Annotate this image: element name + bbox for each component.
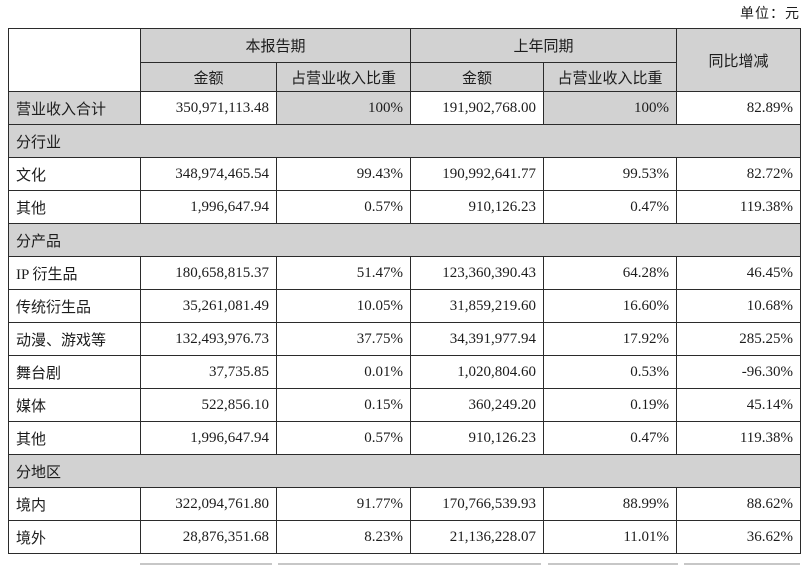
cell-prior-pct: 64.28% bbox=[543, 256, 678, 290]
cell-current-amount: 522,856.10 bbox=[140, 388, 277, 422]
cell-prior-pct: 17.92% bbox=[543, 322, 678, 356]
cell-current-pct: 0.57% bbox=[275, 190, 412, 224]
cell-current-pct: 37.75% bbox=[275, 322, 412, 356]
header-prior-period: 上年同期 bbox=[410, 28, 678, 63]
cell-yoy-change: 88.62% bbox=[676, 487, 802, 521]
table-row: 传统衍生品 35,261,081.49 10.05% 31,859,219.60 16.… bbox=[8, 289, 802, 323]
cropped-next-row-border bbox=[8, 563, 800, 565]
cell-prior-amount: 910,126.23 bbox=[410, 421, 545, 455]
table-row: 动漫、游戏等 132,493,976.73 37.75% 34,391,977.94 1… bbox=[8, 322, 802, 356]
cell-current-amount: 132,493,976.73 bbox=[140, 322, 277, 356]
cell-prior-pct: 16.60% bbox=[543, 289, 678, 323]
section-row: 分行业 bbox=[7, 124, 802, 158]
table-row: 其他 1,996,647.94 0.57% 910,126.23 0.47% 119.38… bbox=[8, 421, 802, 455]
section-label: 分地区 bbox=[7, 454, 802, 488]
cell-yoy-change: 46.45% bbox=[676, 256, 802, 290]
cell-prior-amount: 34,391,977.94 bbox=[410, 322, 545, 356]
cell-row-label: 境内 bbox=[8, 487, 141, 521]
table-row: 境内 322,094,761.80 91.77% 170,766,539.93 88.9… bbox=[8, 487, 802, 521]
cell-current-amount: 1,996,647.94 bbox=[140, 190, 277, 224]
cell-yoy-change: -96.30% bbox=[676, 355, 802, 389]
header-current-period: 本报告期 bbox=[139, 28, 412, 63]
cell-prior-amount: 1,020,804.60 bbox=[410, 355, 545, 389]
cell-yoy-change: 82.72% bbox=[676, 157, 802, 191]
cell-prior-pct: 0.47% bbox=[543, 190, 678, 224]
cell-current-pct: 91.77% bbox=[275, 487, 412, 521]
table-row: 舞台剧 37,735.85 0.01% 1,020,804.60 0.53% -96.30… bbox=[8, 355, 802, 389]
cell-row-label: 境外 bbox=[8, 520, 141, 554]
cell-current-amount: 180,658,815.37 bbox=[140, 256, 277, 290]
cell-row-label: 动漫、游戏等 bbox=[8, 322, 141, 356]
cell-current-pct: 51.47% bbox=[275, 256, 412, 290]
cell-yoy-change: 10.68% bbox=[676, 289, 802, 323]
cell-current-amount: 348,974,465.54 bbox=[140, 157, 277, 191]
header-pct-prior: 占营业收入比重 bbox=[543, 62, 678, 92]
section-label: 分行业 bbox=[7, 124, 802, 158]
cell-row-label: 文化 bbox=[8, 157, 141, 191]
cell-prior-pct: 100% bbox=[543, 91, 678, 125]
unit-label: 单位：元 bbox=[740, 7, 800, 22]
cell-prior-amount: 191,902,768.00 bbox=[410, 91, 545, 125]
cell-current-pct: 0.57% bbox=[275, 421, 412, 455]
revenue-breakdown-table: 本报告期 上年同期 同比增减 金额 占营业收入比重 金额 占营业收入比重 营业收… bbox=[7, 28, 802, 554]
cell-row-label: 传统衍生品 bbox=[8, 289, 141, 323]
cell-yoy-change: 82.89% bbox=[676, 91, 802, 125]
table-row: 境外 28,876,351.68 8.23% 21,136,228.07 11.01% 3… bbox=[8, 520, 802, 554]
cell-yoy-change: 119.38% bbox=[676, 421, 802, 455]
cell-current-amount: 35,261,081.49 bbox=[140, 289, 277, 323]
cell-current-amount: 28,876,351.68 bbox=[140, 520, 277, 554]
cell-current-pct: 10.05% bbox=[275, 289, 412, 323]
cell-yoy-change: 285.25% bbox=[676, 322, 802, 356]
cell-yoy-change: 119.38% bbox=[676, 190, 802, 224]
header-row-measures: 金额 占营业收入比重 金额 占营业收入比重 bbox=[9, 62, 801, 92]
cell-prior-pct: 88.99% bbox=[543, 487, 678, 521]
cell-prior-amount: 360,249.20 bbox=[410, 388, 545, 422]
cell-prior-pct: 11.01% bbox=[543, 520, 678, 554]
cell-prior-pct: 0.53% bbox=[543, 355, 678, 389]
cell-prior-amount: 190,992,641.77 bbox=[410, 157, 545, 191]
table-row: 文化 348,974,465.54 99.43% 190,992,641.77 99.5… bbox=[8, 157, 802, 191]
table-row: IP 衍生品 180,658,815.37 51.47% 123,360,390.43… bbox=[8, 256, 802, 290]
cell-current-amount: 350,971,113.48 bbox=[140, 91, 277, 125]
header-row-periods: 本报告期 上年同期 同比增减 bbox=[8, 28, 802, 92]
cell-prior-amount: 31,859,219.60 bbox=[410, 289, 545, 323]
cell-current-amount: 322,094,761.80 bbox=[140, 487, 277, 521]
cell-current-pct: 99.43% bbox=[275, 157, 412, 191]
cell-row-label: 其他 bbox=[8, 190, 141, 224]
section-label: 分产品 bbox=[7, 223, 802, 257]
cell-yoy-change: 36.62% bbox=[676, 520, 802, 554]
cell-row-label: 舞台剧 bbox=[8, 355, 141, 389]
cell-current-amount: 37,735.85 bbox=[140, 355, 277, 389]
table-row: 媒体 522,856.10 0.15% 360,249.20 0.19% 45.14% bbox=[8, 388, 802, 422]
header-corner-cell bbox=[8, 28, 141, 92]
cell-current-pct: 100% bbox=[275, 91, 412, 125]
header-amount-current: 金额 bbox=[140, 62, 277, 92]
cell-current-amount: 1,996,647.94 bbox=[140, 421, 277, 455]
cell-prior-amount: 21,136,228.07 bbox=[410, 520, 545, 554]
cell-row-label: 媒体 bbox=[8, 388, 141, 422]
table-header: 本报告期 上年同期 同比增减 金额 占营业收入比重 金额 占营业收入比重 bbox=[8, 28, 802, 92]
cell-prior-pct: 0.19% bbox=[543, 388, 678, 422]
cell-current-pct: 0.15% bbox=[275, 388, 412, 422]
header-yoy-change: 同比增减 bbox=[676, 28, 802, 92]
cell-row-label: 营业收入合计 bbox=[8, 91, 141, 125]
cell-prior-amount: 170,766,539.93 bbox=[410, 487, 545, 521]
cell-current-pct: 8.23% bbox=[275, 520, 412, 554]
cell-prior-pct: 99.53% bbox=[543, 157, 678, 191]
cell-row-label: IP 衍生品 bbox=[8, 256, 141, 290]
cell-row-label: 其他 bbox=[8, 421, 141, 455]
header-amount-prior: 金额 bbox=[410, 62, 545, 92]
cell-yoy-change: 45.14% bbox=[676, 388, 802, 422]
cell-prior-amount: 910,126.23 bbox=[410, 190, 545, 224]
section-row: 分地区 bbox=[7, 454, 802, 488]
cell-prior-pct: 0.47% bbox=[543, 421, 678, 455]
cell-prior-amount: 123,360,390.43 bbox=[410, 256, 545, 290]
table-row: 其他 1,996,647.94 0.57% 910,126.23 0.47% 119.38… bbox=[8, 190, 802, 224]
table-row: 营业收入合计 350,971,113.48 100% 191,902,768.00 10… bbox=[8, 91, 802, 125]
section-row: 分产品 bbox=[7, 223, 802, 257]
header-pct-current: 占营业收入比重 bbox=[275, 62, 412, 92]
cell-current-pct: 0.01% bbox=[275, 355, 412, 389]
table-body: 营业收入合计 350,971,113.48 100% 191,902,768.00 10… bbox=[7, 91, 802, 554]
